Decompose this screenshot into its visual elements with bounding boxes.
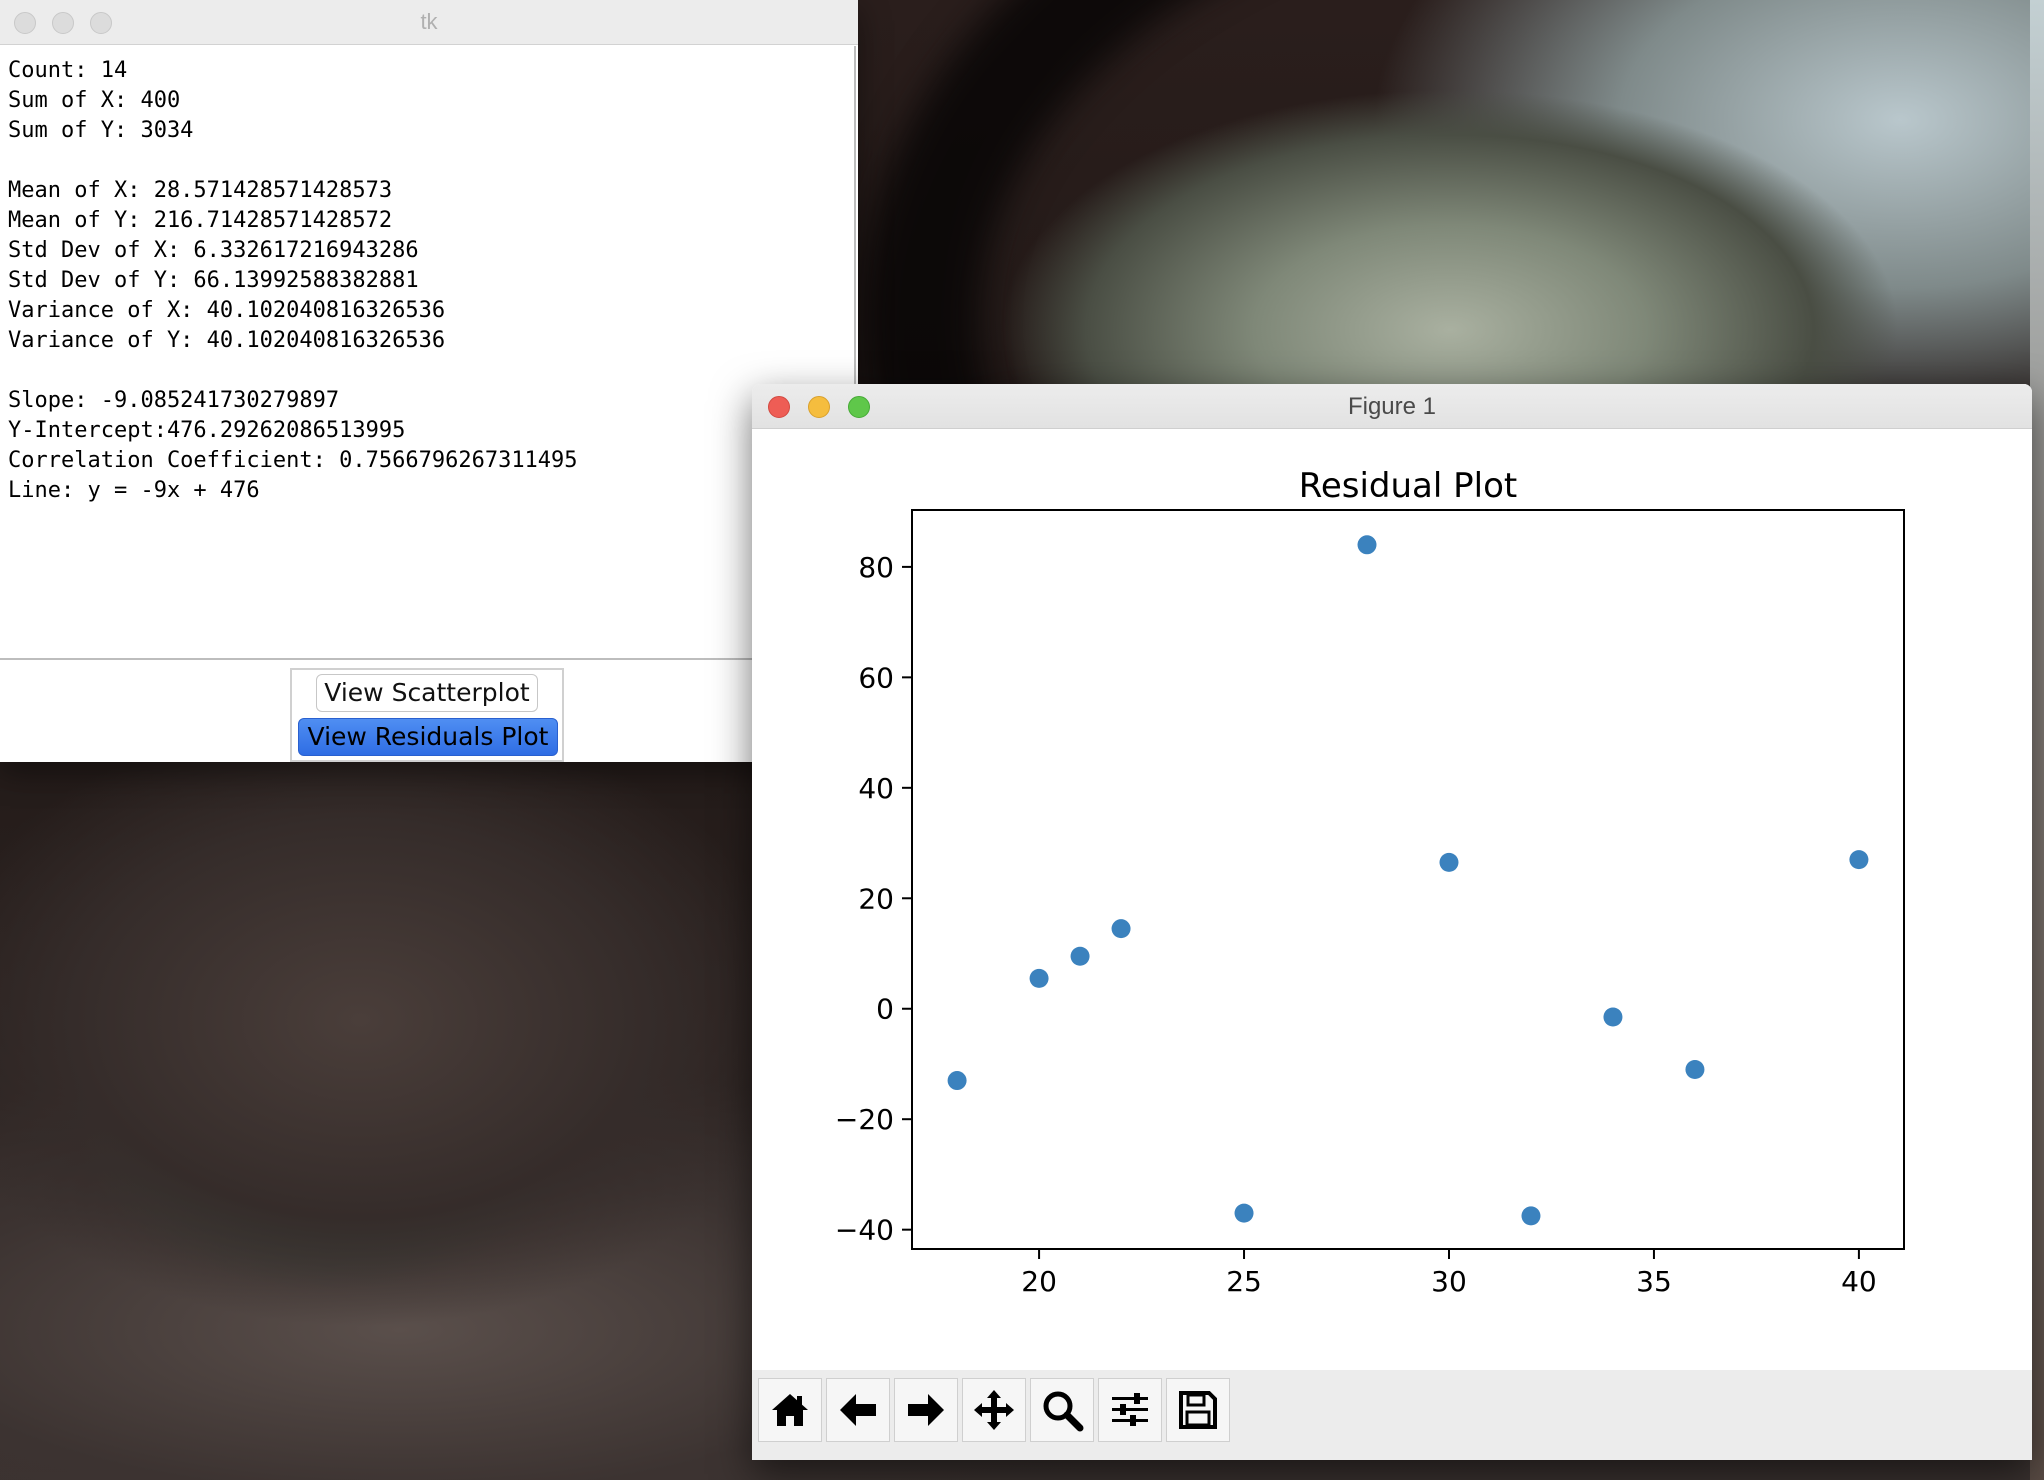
y-axis: −40 −20 0 20 40 60 80 bbox=[835, 551, 912, 1247]
y-tick-label: −20 bbox=[835, 1103, 894, 1136]
minimize-button[interactable] bbox=[52, 12, 74, 34]
x-tick-label: 20 bbox=[1021, 1265, 1057, 1298]
configure-subplots-icon bbox=[1112, 1393, 1148, 1426]
x-axis: 20 25 30 35 40 bbox=[1021, 1249, 1877, 1298]
y-tick-label: −40 bbox=[835, 1214, 894, 1247]
stats-line: Variance of Y: 40.102040816326536 bbox=[8, 328, 446, 353]
stats-line: Std Dev of X: 6.332617216943286 bbox=[8, 238, 419, 263]
back-arrow-icon bbox=[840, 1394, 876, 1426]
y-tick-label: 20 bbox=[858, 882, 894, 915]
stats-line: Sum of Y: 3034 bbox=[8, 118, 194, 143]
y-tick-label: 0 bbox=[876, 993, 894, 1026]
figure-window: Figure 1 Residual Plot 20 25 30 35 40 −40 −20… bbox=[752, 384, 2032, 1460]
close-button[interactable] bbox=[768, 396, 790, 418]
stats-line: Variance of X: 40.102040816326536 bbox=[8, 298, 446, 323]
x-tick-label: 25 bbox=[1226, 1265, 1262, 1298]
stats-line: Mean of X: 28.571428571428573 bbox=[8, 178, 393, 203]
data-point bbox=[947, 1071, 967, 1091]
chart-title: Residual Plot bbox=[1299, 466, 1517, 506]
stats-line: Line: y = -9x + 476 bbox=[8, 478, 260, 503]
view-residuals-plot-button[interactable]: View Residuals Plot bbox=[298, 718, 558, 756]
stats-line: Sum of X: 400 bbox=[8, 88, 181, 113]
stats-line bbox=[8, 356, 846, 386]
plot-canvas[interactable]: Residual Plot 20 25 30 35 40 −40 −20 0 20 40 60 80 bbox=[752, 429, 2032, 1370]
stats-line: Slope: -9.085241730279897 bbox=[8, 388, 340, 413]
window-title: tk bbox=[420, 9, 438, 34]
back-button[interactable] bbox=[826, 1378, 890, 1442]
stats-line: Correlation Coefficient: 0.7566796267311… bbox=[8, 448, 578, 473]
data-points bbox=[947, 535, 1869, 1226]
x-tick-label: 35 bbox=[1636, 1265, 1672, 1298]
close-button[interactable] bbox=[14, 12, 36, 34]
data-point bbox=[1849, 850, 1869, 870]
button-frame: View Scatterplot View Residuals Plot bbox=[290, 668, 564, 762]
figure-titlebar: Figure 1 bbox=[752, 384, 2032, 429]
pan-button[interactable] bbox=[962, 1378, 1026, 1442]
configure-subplots-button[interactable] bbox=[1098, 1378, 1162, 1442]
y-tick-label: 80 bbox=[858, 551, 894, 584]
data-point bbox=[1521, 1206, 1541, 1226]
navigation-toolbar bbox=[752, 1370, 2032, 1460]
data-point bbox=[1357, 535, 1377, 555]
stats-line bbox=[8, 146, 846, 176]
y-tick-label: 60 bbox=[858, 661, 894, 694]
forward-arrow-icon bbox=[908, 1394, 944, 1426]
figure-title: Figure 1 bbox=[1347, 393, 1437, 420]
stats-line: Std Dev of Y: 66.13992588382881 bbox=[8, 268, 419, 293]
tk-titlebar: tk bbox=[0, 0, 858, 45]
data-point bbox=[1603, 1007, 1623, 1027]
maximize-button[interactable] bbox=[90, 12, 112, 34]
y-tick-label: 40 bbox=[858, 772, 894, 805]
data-point bbox=[1070, 946, 1090, 966]
stats-line: Mean of Y: 216.71428571428572 bbox=[8, 208, 393, 233]
home-button[interactable] bbox=[758, 1378, 822, 1442]
data-point bbox=[1439, 852, 1459, 872]
x-tick-label: 30 bbox=[1431, 1265, 1467, 1298]
statistics-text-area[interactable]: Count: 14 Sum of X: 400 Sum of Y: 3034 Mean… bbox=[0, 46, 856, 660]
minimize-button[interactable] bbox=[808, 396, 830, 418]
data-point bbox=[1234, 1203, 1254, 1223]
maximize-button[interactable] bbox=[848, 396, 870, 418]
save-button[interactable] bbox=[1166, 1378, 1230, 1442]
x-tick-label: 40 bbox=[1841, 1265, 1877, 1298]
zoom-icon bbox=[1043, 1391, 1084, 1432]
residual-chart: Residual Plot 20 25 30 35 40 −40 −20 0 20 40 60 80 bbox=[835, 466, 1905, 1298]
data-point bbox=[1685, 1059, 1705, 1079]
data-point bbox=[1029, 968, 1049, 988]
save-icon bbox=[1179, 1391, 1217, 1429]
pan-icon bbox=[974, 1390, 1014, 1430]
stats-line: Count: 14 bbox=[8, 58, 128, 83]
plot-frame bbox=[911, 509, 1905, 1250]
stats-line: Y-Intercept:476.29262086513995 bbox=[8, 418, 406, 443]
forward-button[interactable] bbox=[894, 1378, 958, 1442]
view-scatterplot-button[interactable]: View Scatterplot bbox=[316, 674, 538, 712]
home-icon bbox=[772, 1394, 808, 1426]
tk-window: tk Count: 14 Sum of X: 400 Sum of Y: 3034 M… bbox=[0, 0, 858, 762]
zoom-button[interactable] bbox=[1030, 1378, 1094, 1442]
data-point bbox=[1111, 919, 1131, 939]
